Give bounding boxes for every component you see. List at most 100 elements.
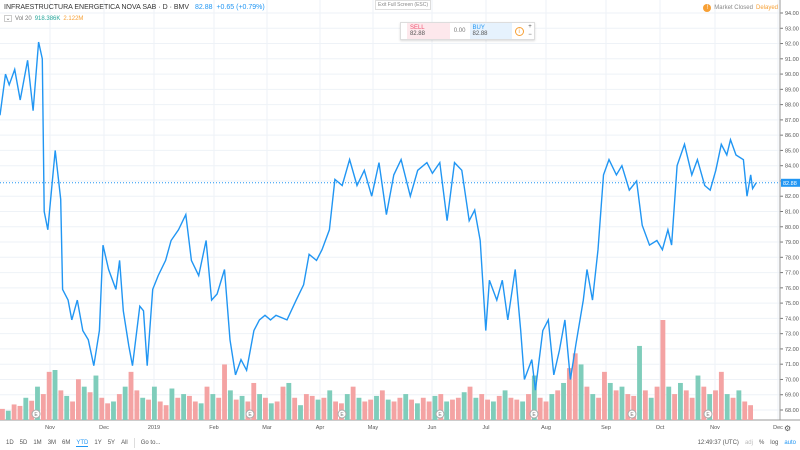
x-tick-label: Sep [601,425,611,431]
x-tick-label: 2019 [148,425,160,431]
range-ytd[interactable]: YTD [76,439,89,447]
y-tick-label: 79.00 [785,240,799,246]
volume-bar [531,375,537,420]
adj-toggle[interactable]: adj [744,440,753,446]
range-1d[interactable]: 1D [6,439,14,446]
buy-button[interactable]: BUY 82.88 [469,23,513,39]
range-3m[interactable]: 3M [47,439,57,446]
volume-bar [292,397,298,420]
volume-bar [584,386,590,420]
x-tick-label: May [368,425,379,431]
volume-bar [502,390,508,420]
volume-bar [619,386,625,420]
info-icon: i [514,26,524,36]
warning-icon: ! [703,4,712,12]
auto-toggle[interactable]: auto [784,440,796,446]
event-marker[interactable]: E [245,409,255,419]
y-tick-label: 72.00 [785,347,799,353]
volume-bar [140,397,146,420]
range-6m[interactable]: 6M [62,439,71,446]
volume-bar [602,371,607,420]
volume-bar [596,397,602,420]
volume-bar [75,379,81,420]
volume-bar [490,401,496,420]
volume-bar [23,397,29,420]
volume-bar [526,394,531,420]
trade-widget: SELL 82.88 0.00 BUY 82.88 i + − [400,22,535,40]
price-change: +0.65 (+0.79%) [216,4,265,11]
range-all[interactable]: All [121,439,128,446]
volume-bar [81,386,87,420]
market-status: ! Market Closed Delayed [703,4,778,12]
range-5y[interactable]: 5Y [107,439,116,446]
volume-bar [157,401,163,420]
event-marker-label: E [340,412,344,418]
volume-bar [683,390,689,420]
clock: 12:49:37 (UTC) [697,440,739,446]
volume-bar [654,386,660,420]
event-marker[interactable]: E [31,409,41,419]
event-marker-label: E [532,412,536,418]
volume-bar [163,405,169,420]
volume-value: 918.386K [34,15,61,22]
minus-button[interactable]: − [528,32,532,38]
volume-bar [566,368,572,420]
sell-label: SELL [409,25,425,31]
volume-bar [520,401,526,420]
event-marker-label: E [438,412,442,418]
volume-bar [403,394,409,420]
sell-price: 82.88 [409,31,425,37]
y-tick-label: 75.00 [785,301,799,307]
volume-bar [298,405,303,420]
bottom-toolbar: 1D 5D 1M 3M 6M YTD 1Y 5Y All Go to... 12:49:37 (… [0,436,800,450]
volume-bar [479,394,485,420]
range-1y[interactable]: 1Y [94,439,102,446]
volume-bar [303,394,309,420]
volume-bar [736,390,742,420]
price-chart[interactable]: 94.00 93.00 92.00 91.00 90.00 89.00 88.00 87.00… [0,0,800,436]
y-tick-label: 74.00 [785,316,799,322]
range-1m[interactable]: 1M [33,439,42,446]
y-tick-label: 87.00 [785,118,799,124]
volume-bar [514,399,520,420]
exit-fullscreen-button[interactable]: Exit Full Screen (ESC) [375,0,432,10]
goto-button[interactable]: Go to... [140,440,161,446]
range-5d[interactable]: 5D [19,439,28,446]
volume-bar [93,375,99,420]
volume-bar [350,386,356,420]
collapse-chevron-icon[interactable]: ⌄ [4,15,12,22]
volume-bar [11,404,17,420]
spread: 0.00 [453,28,466,34]
volume-bar [561,382,566,420]
volume-bar [391,401,397,420]
volume-bar [274,401,280,420]
event-marker[interactable]: E [703,409,713,419]
event-marker[interactable]: E [337,409,347,419]
x-tick-label: Nov [710,425,720,431]
volume-bar [181,394,187,420]
log-toggle[interactable]: log [770,440,779,446]
settings-gear-icon[interactable]: ⚙ [784,424,792,433]
volume-bar [718,371,724,420]
volume-bar [29,400,35,420]
volume-bar [210,394,216,420]
y-tick-label: 82.00 [785,194,799,200]
volume-bar [496,395,502,420]
volume-bar [450,399,455,420]
volume-bar [35,386,40,420]
volume-bar [485,399,490,420]
event-marker[interactable]: E [529,409,539,419]
volume-bar [227,390,233,420]
symbol-legend: INFRAESTRUCTURA ENERGETICA NOVA SAB · D … [4,4,265,11]
y-tick-label: 78.00 [785,255,799,261]
volume-bar [0,408,5,420]
plus-button[interactable]: + [528,24,532,30]
event-marker[interactable]: E [627,409,637,419]
volume-bar [198,403,204,420]
event-marker[interactable]: E [435,409,445,419]
sell-button[interactable]: SELL 82.88 [406,23,450,39]
y-tick-label: 85.00 [785,148,799,154]
volume-bar [397,397,403,420]
info-button[interactable]: i [512,23,526,39]
percent-toggle[interactable]: % [758,440,765,446]
